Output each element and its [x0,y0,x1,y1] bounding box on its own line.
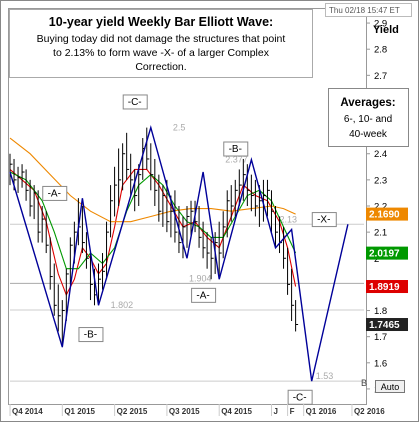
corner-label: B [361,378,367,388]
wave-layer [9,125,349,382]
y-tick-label-2: 1.7 [374,332,387,343]
wave-label-box-2 [122,94,148,110]
level-line-label-3: 1.53 [316,371,334,381]
wave-label-2: -C- [128,97,142,108]
auto-button-bg[interactable] [375,380,405,393]
x-tick-label-5: J [274,407,278,416]
wave-label-box-3 [191,287,217,303]
price-tag-bg-2 [366,280,408,294]
price-tags-layer: 2.1690 2.0197 1.8919 1.7465 [366,207,408,332]
x-axis-layer: Q4 2014 Q1 2015 Q2 2015 Q3 2015 Q4 2015 J F Q1 … [9,404,385,416]
x-tick-label-2: Q2 2015 [117,407,148,416]
level-line-label-0: 2.13 [280,214,298,224]
price-tag-bg-0 [366,207,408,221]
wave-label-6: -X- [317,215,330,226]
price-tag-2: 1.8919 [369,282,400,293]
y-tick-label-3: 1.8 [374,306,387,317]
subtitle-line-3: Correction. [135,61,186,73]
wave-label-5: -C- [293,392,307,403]
x-tick-label-1: Q1 2015 [64,407,95,416]
y-tick-label-7: 2.2 [374,202,387,213]
timestamp-box [325,3,412,17]
x-tick-label-0: Q4 2014 [12,407,43,416]
x-tick-label-6: F [290,407,295,416]
averages-line-2: 40-week [349,129,388,140]
wave-label-0: -A- [48,188,61,199]
wave-label-box-0 [42,185,68,201]
y-tick-label-1: 1.6 [374,358,387,369]
averages-line-1: 6-, 10- and [344,114,392,125]
level-label-0: 2.5 [173,123,186,133]
title-box [9,9,313,78]
x-tick-label-3: Q3 2015 [169,407,200,416]
y-axis-title: Yield [373,24,399,36]
subtitle-line-1: Buying today did not damage the structur… [37,33,286,45]
averages-title: Averages: [340,97,395,109]
y-tick-label-14: 2.9 [374,19,387,30]
wave-label-box-5 [287,389,313,405]
x-tick-label-4: Q4 2015 [221,407,252,416]
price-tag-0: 2.1690 [369,210,400,221]
series-line-ma10 [9,171,297,270]
y-tick-label-13: 2.8 [374,45,387,56]
price-tag-bg-1 [366,246,408,260]
price-tag-3: 1.7465 [369,320,400,331]
wave-label-box-4 [223,141,249,157]
wave-label-4: -B- [229,144,242,155]
wave-label-3: -A- [196,290,209,301]
series-line-ma40 [9,137,296,223]
averages-box [328,88,409,147]
y-tick-label-12: 2.7 [374,71,387,82]
y-tick-label-6: 2.1 [374,228,387,239]
labels-layer: -A- -B- -C- -A- -B- -C- -X- [42,94,337,405]
wave-label-box-6 [311,212,337,228]
auto-button[interactable]: Auto [375,380,405,393]
wave-path [9,125,349,382]
y-tick-label-8: 2.3 [374,175,387,186]
level-label-1: 2.377 [225,155,248,165]
timestamp: Thu 02/18 15:47 ET [329,6,400,15]
level-line-label-2: 1.802 [111,300,134,310]
chart-title: 10-year yield Weekly Bar Elliott Wave: [49,15,273,29]
level-line-label-1: 1.904 [189,273,212,283]
price-tag-bg-3 [366,318,408,332]
x-tick-label-8: Q2 2016 [354,407,385,416]
x-tick-label-7: Q1 2016 [306,407,337,416]
subtitle-line-2: to 2.13% to form wave -X- of a larger Co… [53,47,270,59]
wave-label-box-1 [78,327,104,343]
hlines-layer: 2.13 1.904 1.802 1.53 2.5 2.377 [10,123,364,382]
wave-label-1: -B- [84,330,97,341]
price-tag-1: 2.0197 [369,249,400,260]
auto-button-label[interactable]: Auto [381,382,400,392]
y-tick-label-9: 2.4 [374,149,387,160]
